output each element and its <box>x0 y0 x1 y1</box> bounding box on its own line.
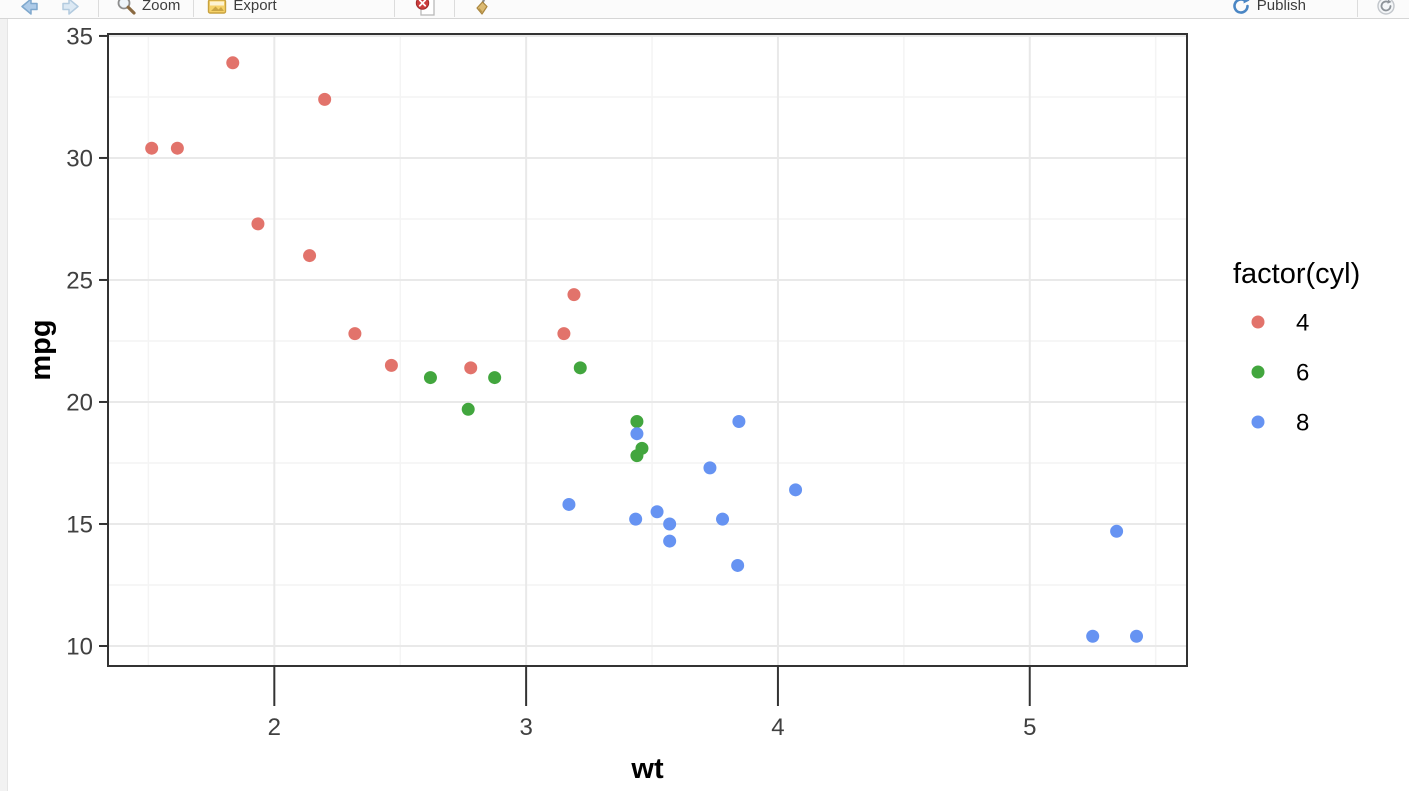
toolbar-separator <box>453 0 455 17</box>
data-point-cyl6 <box>573 361 587 375</box>
toolbar-separator <box>393 0 395 17</box>
publish-button[interactable]: Publish <box>1225 0 1311 17</box>
legend-key-cyl4 <box>1251 315 1265 329</box>
legend-title: factor(cyl) <box>1233 258 1360 290</box>
toolbar-separator <box>193 0 195 17</box>
forward-button[interactable] <box>54 0 88 18</box>
data-point-cyl8 <box>650 505 664 519</box>
data-point-cyl8 <box>663 534 677 548</box>
forward-icon <box>62 0 79 15</box>
refresh-icon <box>1377 0 1395 15</box>
data-point-cyl6 <box>630 449 644 463</box>
x-tick-label: 2 <box>268 714 281 741</box>
legend-label: 8 <box>1296 410 1309 437</box>
data-point-cyl8 <box>732 414 746 428</box>
data-point-cyl8 <box>1130 629 1144 643</box>
data-point-cyl6 <box>461 402 475 416</box>
legend-key-cyl8 <box>1251 415 1265 429</box>
x-tick-label: 5 <box>1023 714 1036 741</box>
data-point-cyl8 <box>731 558 745 572</box>
data-point-cyl4 <box>567 288 581 302</box>
data-point-cyl6 <box>630 414 644 428</box>
data-point-cyl8 <box>663 517 677 531</box>
y-axis-title: mpg <box>25 319 57 380</box>
data-point-cyl4 <box>226 56 240 70</box>
data-point-cyl8 <box>789 483 803 497</box>
legend-label: 6 <box>1296 360 1309 387</box>
publish-icon <box>1233 0 1250 14</box>
data-point-cyl8 <box>1110 524 1124 538</box>
export-icon <box>208 0 227 14</box>
data-point-cyl4 <box>348 327 362 341</box>
y-tick-label: 35 <box>66 23 93 50</box>
data-point-cyl4 <box>464 361 478 375</box>
plots-pane-toolbar: Zoom Export <box>0 0 1409 19</box>
y-tick-label: 15 <box>66 511 93 538</box>
y-tick-label: 25 <box>66 267 93 294</box>
x-tick-label: 4 <box>771 714 784 741</box>
x-axis-title: wt <box>630 753 664 785</box>
toolbar-separator <box>1357 0 1358 17</box>
data-point-cyl4 <box>170 141 184 155</box>
data-point-cyl4 <box>384 358 398 372</box>
clear-plots-button[interactable] <box>464 0 500 18</box>
toolbar-separator <box>98 0 99 17</box>
panel-border <box>107 33 1188 667</box>
export-button[interactable]: Export <box>201 0 281 17</box>
data-point-cyl4 <box>145 141 159 155</box>
data-point-cyl4 <box>557 327 571 341</box>
clear-plots-icon <box>476 0 488 15</box>
legend-label: 4 <box>1296 310 1309 337</box>
data-point-cyl8 <box>630 427 644 441</box>
data-point-cyl6 <box>488 371 502 385</box>
data-point-cyl4 <box>251 217 265 231</box>
x-tick-label: 3 <box>519 714 532 741</box>
data-point-cyl4 <box>318 92 332 106</box>
data-point-cyl4 <box>303 249 317 263</box>
data-point-cyl8 <box>716 512 730 526</box>
y-tick-label: 20 <box>66 389 93 416</box>
back-icon <box>21 0 38 15</box>
y-tick-label: 30 <box>66 145 93 172</box>
legend-key-cyl6 <box>1251 365 1265 379</box>
export-button-label: Export <box>233 0 277 14</box>
zoom-button[interactable]: Zoom <box>110 0 185 17</box>
data-point-cyl6 <box>423 371 437 385</box>
pane-left-edge <box>0 18 8 791</box>
refresh-button[interactable] <box>1369 0 1403 18</box>
y-tick-label: 10 <box>66 633 93 660</box>
data-point-cyl8 <box>1086 629 1100 643</box>
zoom-icon <box>117 0 136 15</box>
back-button[interactable] <box>12 0 46 18</box>
remove-plot-button[interactable] <box>408 0 444 18</box>
remove-plot-icon <box>415 0 435 16</box>
data-point-cyl8 <box>562 497 576 511</box>
data-point-cyl8 <box>703 461 717 475</box>
zoom-button-label: Zoom <box>142 0 181 14</box>
publish-button-label: Publish <box>1256 0 1306 14</box>
data-point-cyl8 <box>629 512 643 526</box>
